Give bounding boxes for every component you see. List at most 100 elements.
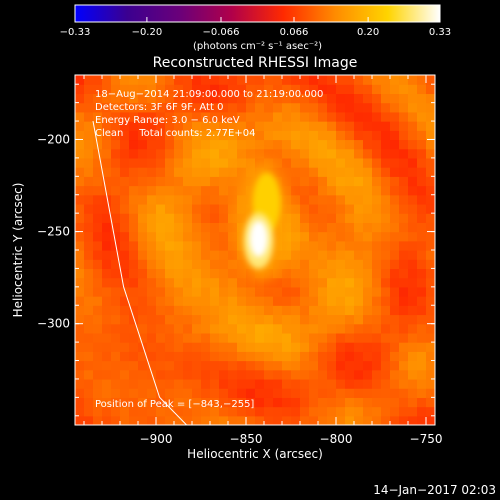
heatmap-cell [237,342,247,352]
heatmap-cell [192,213,202,223]
heatmap-cell [255,378,265,389]
heatmap-cell [309,148,319,159]
heatmap-cell [336,259,346,270]
heatmap-cell [102,111,112,122]
heatmap-cell [399,314,409,325]
heatmap-cell [291,305,301,316]
heatmap-cell [237,250,247,260]
heatmap-cell [363,213,373,223]
heatmap-cell [417,185,427,196]
colorbar-tick-label: 0.33 [429,27,451,38]
heatmap-cell [264,397,274,408]
heatmap-cell [111,250,121,260]
heatmap-cell [291,286,301,297]
heatmap-cell [165,222,175,233]
heatmap-cell [399,388,409,398]
heatmap-cell [102,213,112,223]
heatmap-cell [318,259,328,270]
heatmap-cell [291,397,301,408]
heatmap-cell [264,342,274,352]
heatmap-cell [165,296,175,306]
heatmap-cell [156,176,166,187]
heatmap-cell [147,176,157,187]
heatmap-cell [210,176,220,187]
heatmap-cell [363,332,373,343]
heatmap-cell [408,148,418,159]
heatmap-cell [75,314,85,325]
heatmap-cell [219,167,229,177]
heatmap-cell [93,259,103,270]
heatmap-cell [381,332,391,343]
heatmap-cell [102,277,112,288]
heatmap-cell [111,222,121,233]
heatmap-cell [219,111,229,122]
heatmap-cell [354,213,364,223]
heatmap-cell [192,75,202,85]
heatmap-cell [192,397,202,408]
heatmap-cell [408,111,418,122]
heatmap-cell [156,378,166,389]
heatmap-cell [336,314,346,325]
heatmap-cell [372,121,382,131]
heatmap-cell [210,231,220,242]
heatmap-cell [363,121,373,131]
heatmap-cell [75,121,85,131]
heatmap-cell [75,203,85,214]
heatmap-cell [84,406,94,417]
heatmap-cell [354,388,364,398]
heatmap-cell [426,240,435,251]
heatmap-cell [147,388,157,398]
heatmap-cell [201,185,211,196]
heatmap-cell [336,332,346,343]
heatmap-cell [192,167,202,177]
annotation-time-range: 18−Aug−2014 21:09:00.000 to 21:19:00.000 [95,89,323,100]
heatmap-cell [120,314,130,325]
heatmap-cell [417,75,427,85]
heatmap-cell [291,240,301,251]
heatmap-cell [129,222,139,233]
heatmap-cell [147,259,157,270]
heatmap-cell [237,157,247,168]
heatmap-cell [201,268,211,279]
heatmap-cell [219,157,229,168]
heatmap-cell [363,360,373,371]
heatmap-cell [381,222,391,233]
heatmap-cell [291,213,301,223]
heatmap-cell [228,378,238,389]
heatmap-cell [327,148,337,159]
colorbar-tick-label: −0.066 [202,27,239,38]
heatmap-cell [291,84,301,95]
heatmap-cell [111,167,121,177]
heatmap-cell [363,388,373,398]
heatmap-cell [318,130,328,141]
heatmap-cell [300,157,310,168]
heatmap-cell [300,342,310,352]
heatmap-cell [390,268,400,279]
heatmap-cell [120,185,130,196]
heatmap-cell [93,157,103,168]
heatmap-cell [237,360,247,371]
heatmap-cell [156,222,166,233]
heatmap-cell [138,332,148,343]
heatmap-cell [318,277,328,288]
heatmap-cell [111,351,121,362]
heatmap-cell [183,342,193,352]
heatmap-cell [390,176,400,187]
heatmap-cell [165,369,175,380]
heatmap-cell [372,185,382,196]
heatmap-cell [291,296,301,306]
heatmap-cell [327,139,337,150]
heatmap-cell [399,222,409,233]
heatmap-cell [300,351,310,362]
heatmap-cell [417,397,427,408]
heatmap-cell [327,314,337,325]
heatmap-cell [417,213,427,223]
heatmap-cell [237,111,247,122]
heatmap-cell [264,93,274,104]
heatmap-cell [372,93,382,104]
heatmap-cell [246,75,256,85]
heatmap-cell [102,75,112,85]
heatmap-cell [156,167,166,177]
heatmap-cell [408,369,418,380]
